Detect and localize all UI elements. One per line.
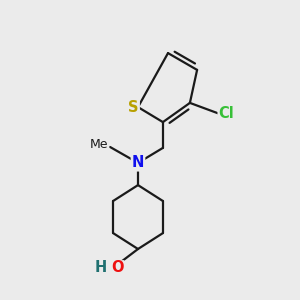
Text: N: N (132, 155, 144, 170)
Text: H: H (95, 260, 107, 275)
Text: S: S (128, 100, 139, 115)
Text: O: O (112, 260, 124, 275)
Text: Me: Me (90, 138, 109, 151)
Text: Cl: Cl (219, 106, 234, 122)
